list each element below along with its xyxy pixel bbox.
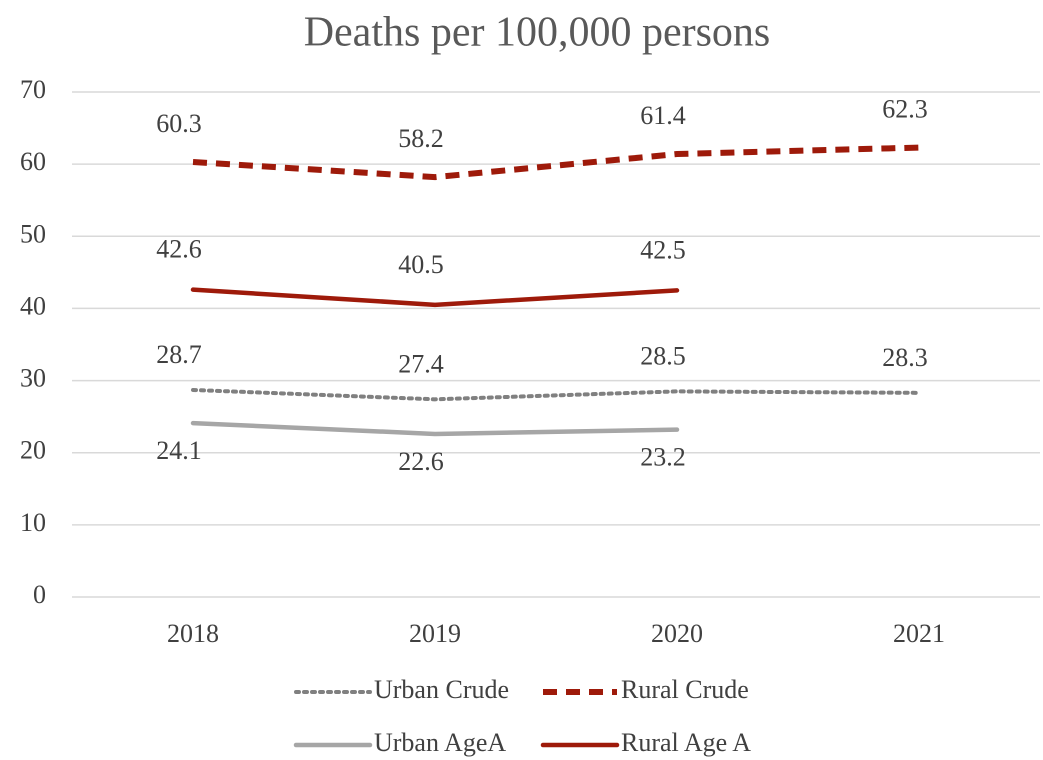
data-label: 62.3 (882, 95, 928, 124)
series-line (190, 287, 680, 308)
series-line (191, 387, 921, 402)
data-label: 28.7 (156, 340, 202, 369)
legend-label: Urban Crude (374, 675, 509, 704)
x-tick-label: 2020 (651, 619, 703, 648)
y-tick-label: 30 (20, 364, 46, 393)
data-label: 61.4 (640, 101, 686, 130)
y-tick-label: 0 (33, 580, 46, 609)
data-label: 28.5 (640, 341, 686, 370)
legend-label: Rural Age A (621, 728, 751, 757)
x-tick-label: 2021 (893, 619, 945, 648)
data-label: 42.5 (640, 235, 686, 264)
data-label: 40.5 (398, 250, 444, 279)
data-label: 23.2 (640, 443, 686, 472)
data-label: 42.6 (156, 235, 202, 264)
data-label: 22.6 (398, 447, 444, 476)
y-tick-label: 40 (20, 291, 46, 320)
legend-label: Urban AgeA (374, 728, 506, 757)
x-tick-label: 2019 (409, 619, 461, 648)
y-tick-label: 20 (20, 436, 46, 465)
y-tick-label: 60 (20, 147, 46, 176)
data-label: 27.4 (398, 349, 444, 378)
data-label: 60.3 (156, 109, 202, 138)
data-label: 28.3 (882, 343, 928, 372)
legend-label: Rural Crude (621, 675, 749, 704)
series-line (190, 420, 680, 437)
series-line (192, 144, 920, 181)
chart-title: Deaths per 100,000 persons (304, 10, 771, 56)
y-tick-label: 10 (20, 508, 46, 537)
y-tick-label: 50 (20, 219, 46, 248)
y-tick-label: 70 (20, 75, 46, 104)
data-label: 58.2 (398, 124, 444, 153)
data-label: 24.1 (156, 436, 202, 465)
x-tick-label: 2018 (167, 619, 219, 648)
